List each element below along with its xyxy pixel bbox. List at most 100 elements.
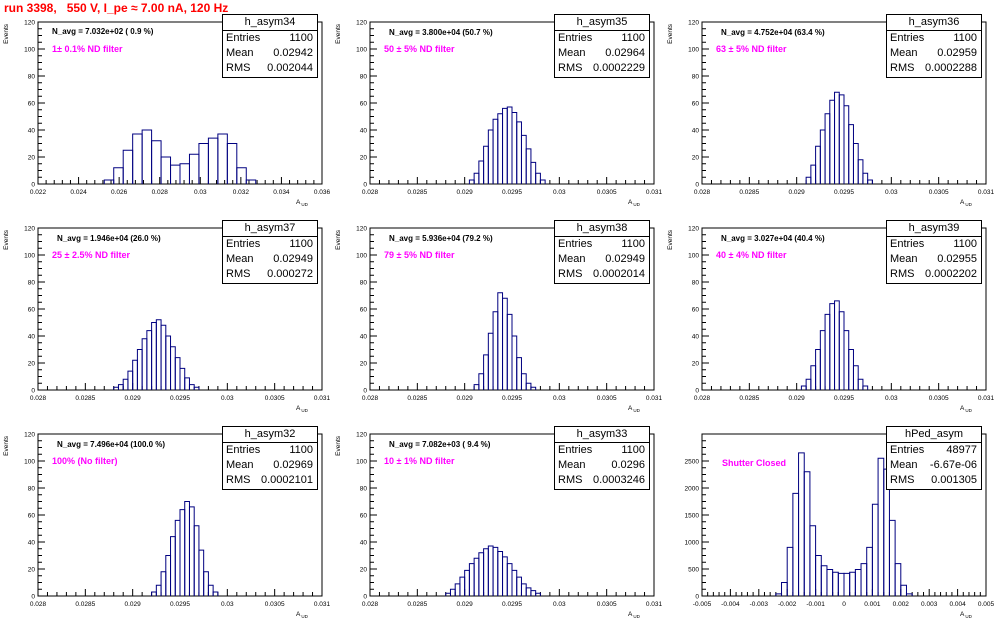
stat-row-rms: RMS 0.0002202 — [887, 267, 981, 282]
y-tick-label: 80 — [692, 74, 700, 81]
histogram-bin — [459, 576, 466, 596]
x-tick-label: 0.031 — [646, 189, 663, 196]
y-tick-label: 20 — [360, 567, 368, 574]
histogram-bin — [805, 378, 812, 390]
histogram-title: h_asym33 — [555, 427, 649, 443]
histogram-bin — [539, 179, 546, 184]
histogram-plot: 0.028 0.0285 0.029 0.0295 0.03 0.0305 0.031 0 20… — [335, 432, 663, 620]
x-tick-label: 0.028 — [152, 189, 169, 196]
stat-mean-label: Mean — [558, 47, 586, 59]
histogram-bin — [245, 179, 257, 184]
histogram-title: h_asym37 — [223, 221, 317, 237]
histogram-panel-h_asym32: 0.028 0.0285 0.029 0.0295 0.03 0.0305 0.031 0 20… — [0, 426, 331, 622]
y-tick-label: 20 — [28, 567, 36, 574]
stat-mean-label: Mean — [226, 459, 254, 471]
histogram-bin — [506, 563, 513, 596]
stat-mean-value: 0.02959 — [937, 47, 977, 59]
histogram-title: h_asym39 — [887, 221, 981, 237]
x-tick-label: 0.0295 — [502, 601, 522, 608]
stat-rms-label: RMS — [558, 62, 583, 74]
histogram-bin — [862, 385, 869, 390]
stat-rms-value: 0.000272 — [267, 268, 313, 280]
histogram-plot: 0.028 0.0285 0.029 0.0295 0.03 0.0305 0.031 0 20… — [667, 226, 995, 414]
x-tick-label: -0.001 — [806, 601, 825, 608]
y-tick-label: 2000 — [685, 486, 700, 493]
y-axis-label: Events — [3, 229, 10, 250]
stat-mean-label: Mean — [890, 253, 918, 265]
stat-entries-value: 1100 — [289, 238, 313, 250]
histogram-bin — [464, 569, 470, 596]
histogram-bin — [530, 386, 537, 390]
histogram-bin — [819, 330, 826, 390]
stat-rms-value: 0.0002101 — [261, 474, 313, 486]
x-tick-label: 0.028 — [362, 601, 379, 608]
y-tick-label: 20 — [360, 155, 368, 162]
stat-mean-label: Mean — [558, 253, 586, 265]
histogram-bin — [516, 121, 522, 184]
y-axis-label: Events — [667, 23, 674, 44]
filter-label: 50 ± 5% ND filter — [384, 44, 455, 54]
histogram-bin — [193, 525, 200, 596]
y-tick-label: 100 — [688, 47, 699, 54]
stat-row-mean: Mean 0.02969 — [223, 458, 317, 473]
x-axis-label: AUD — [628, 611, 641, 619]
filter-label: 1± 0.1% ND filter — [52, 44, 123, 54]
histogram-bin — [803, 471, 811, 596]
stat-mean-value: 0.02949 — [605, 253, 645, 265]
x-tick-label: 0.0295 — [834, 189, 854, 196]
x-tick-label: 0.0295 — [502, 189, 522, 196]
histogram-plot: -0.005 -0.004 -0.003 -0.002 -0.001 0 0.001 0.00… — [685, 433, 995, 619]
histogram-bin — [815, 555, 822, 596]
stat-rms-value: 0.0002202 — [925, 268, 977, 280]
stat-mean-label: Mean — [890, 459, 918, 471]
x-tick-label: 0.0295 — [502, 395, 522, 402]
filter-label: Shutter Closed — [722, 458, 787, 468]
stat-entries-value: 1100 — [621, 32, 645, 44]
y-tick-label: 20 — [692, 155, 700, 162]
histogram-bin — [834, 91, 840, 184]
x-tick-label: 0.0285 — [739, 189, 759, 196]
histogram-bin — [525, 587, 532, 596]
stat-row-mean: Mean 0.02959 — [887, 46, 981, 61]
stat-entries-label: Entries — [558, 32, 593, 44]
statistics-box: h_asym34 Entries 1100 Mean 0.02942 RMS 0.00204… — [222, 14, 318, 78]
n-avg-label: N_avg = 7.496e+04 (100.0 %) — [57, 440, 166, 449]
histogram-bin — [188, 384, 195, 390]
histogram-bin — [900, 584, 907, 596]
histogram-bin — [184, 501, 190, 596]
y-tick-label: 1500 — [685, 513, 700, 520]
histogram-bin — [160, 156, 172, 184]
x-tick-label: 0.03 — [194, 189, 207, 196]
y-tick-label: 0 — [31, 388, 35, 395]
stat-entries-label: Entries — [890, 32, 925, 44]
stat-row-rms: RMS 0.0002288 — [887, 61, 981, 76]
x-tick-label: 0.034 — [273, 189, 290, 196]
x-axis-label: AUD — [960, 611, 973, 619]
histogram-bin — [862, 172, 869, 184]
histogram-bin — [535, 172, 541, 184]
x-tick-label: 0.028 — [694, 395, 711, 402]
x-tick-label: 0.031 — [978, 395, 995, 402]
y-tick-label: 120 — [356, 226, 367, 233]
x-tick-label: -0.005 — [693, 601, 712, 608]
stat-rms-label: RMS — [226, 62, 251, 74]
y-tick-label: 40 — [28, 334, 36, 341]
histogram-bin — [798, 452, 805, 596]
histogram-bin — [478, 160, 485, 184]
histogram-bin — [815, 349, 821, 390]
histogram-title: h_asym38 — [555, 221, 649, 237]
x-tick-label: 0.0285 — [407, 395, 427, 402]
x-tick-label: 0.031 — [978, 189, 995, 196]
x-tick-label: 0.0305 — [597, 189, 617, 196]
y-tick-label: 60 — [360, 513, 368, 520]
y-tick-label: 100 — [688, 253, 699, 260]
x-tick-label: 0.032 — [233, 189, 250, 196]
histogram-bin — [170, 164, 181, 184]
histogram-bin — [867, 179, 873, 184]
histogram-bin — [516, 357, 522, 390]
stat-entries-value: 1100 — [621, 444, 645, 456]
stat-entries-value: 1100 — [621, 238, 645, 250]
n-avg-label: N_avg = 4.752e+04 (63.4 %) — [721, 28, 825, 37]
histogram-bin — [502, 297, 508, 390]
statistics-box: hPed_asym Entries 48977 Mean -6.67e-06 RMS 0.0… — [886, 426, 982, 490]
